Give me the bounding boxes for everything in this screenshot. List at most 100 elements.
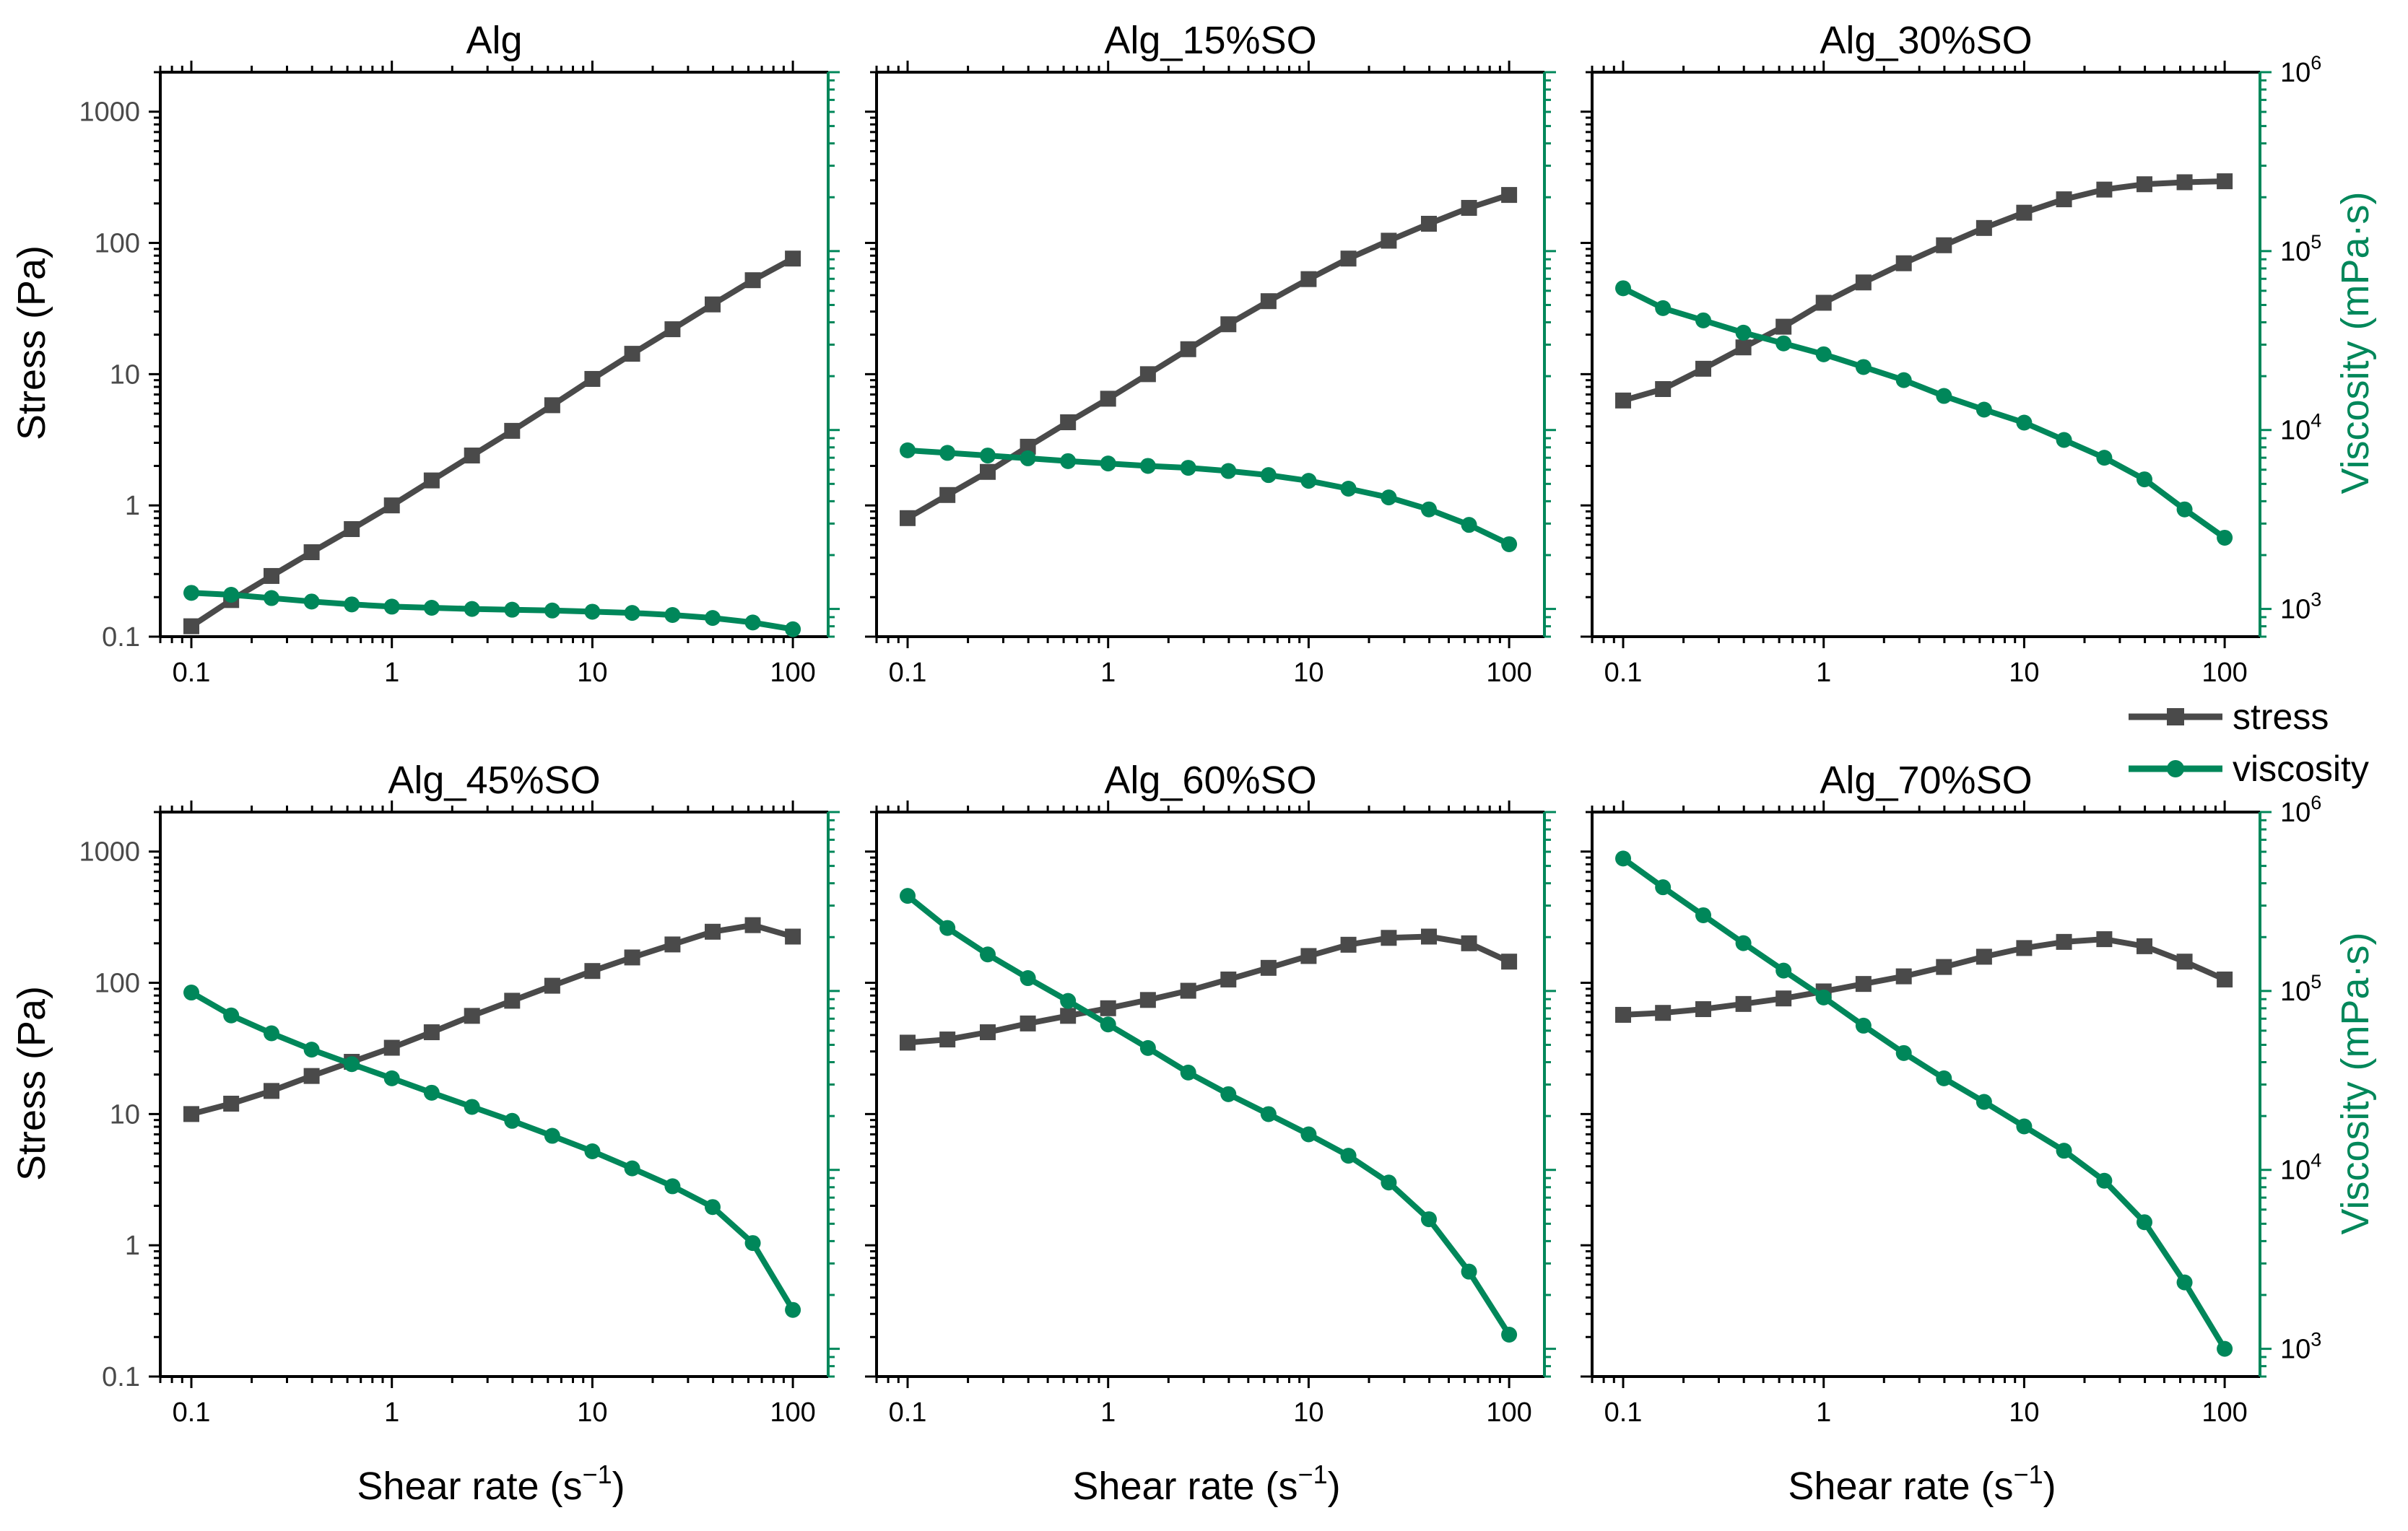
stress-point (183, 618, 200, 634)
viscosity-point (1936, 388, 1952, 404)
y2-tick-label: 103 (2280, 1329, 2321, 1365)
viscosity-point (223, 1007, 240, 1024)
stress-point (2096, 931, 2113, 948)
y2-tick-label: 103 (2280, 589, 2321, 625)
viscosity-point (1340, 1148, 1357, 1164)
legend-viscosity-label: viscosity (2233, 749, 2369, 789)
viscosity-point (980, 448, 996, 464)
viscosity-point (1501, 1326, 1518, 1343)
viscosity-point (2176, 1274, 2193, 1291)
panel-1: Alg 0.1 1 10 100 0.1 1 10 100 1000 (79, 19, 840, 688)
viscosity-point (624, 1160, 640, 1177)
viscosity-point (1300, 473, 1317, 489)
viscosity-point (183, 585, 200, 601)
viscosity-point (2016, 414, 2033, 431)
x-tick-label: 10 (2009, 1397, 2039, 1428)
y2-tick-label: 104 (2280, 410, 2321, 446)
viscosity-point (1020, 970, 1036, 987)
stress-point (664, 321, 681, 338)
panel-title: Alg (466, 19, 522, 62)
viscosity-point (1735, 935, 1752, 951)
stress-point (183, 1106, 200, 1122)
viscosity-point (1855, 359, 1872, 375)
viscosity-point (1815, 989, 1832, 1006)
stress-point (584, 370, 601, 387)
x-tick-label: 1 (384, 658, 399, 688)
x-axis-label-2: Shear rate (s−1) (1072, 1460, 1340, 1508)
stress-point (1775, 318, 1792, 335)
stress-point (2217, 971, 2233, 987)
viscosity-point (1501, 536, 1518, 552)
viscosity-point (1615, 280, 1632, 297)
viscosity-point (1975, 1094, 1992, 1110)
stress-point (504, 993, 521, 1009)
stress-point (939, 487, 956, 503)
x-tick-label: 1 (1100, 658, 1116, 688)
viscosity-point (2176, 501, 2193, 518)
stress-point (939, 1031, 956, 1048)
legend: stress viscosity (2129, 697, 2369, 789)
stress-point (1100, 1000, 1116, 1016)
viscosity-point (264, 1025, 280, 1042)
viscosity-point (1220, 1086, 1237, 1102)
x-tick-label: 100 (770, 658, 815, 688)
stress-point (1855, 976, 1872, 993)
viscosity-point (1100, 455, 1116, 472)
stress-point (900, 510, 916, 526)
viscosity-point (1100, 1016, 1116, 1033)
stress-point (1501, 954, 1518, 970)
stress-point (900, 1034, 916, 1051)
stress-point (2176, 954, 2193, 970)
stress-point (1020, 438, 1036, 455)
stress-point (1975, 948, 1992, 965)
stress-point (264, 567, 280, 584)
viscosity-point (1180, 1064, 1196, 1081)
viscosity-point (383, 598, 400, 615)
viscosity-point (1060, 453, 1077, 469)
viscosity-point (464, 601, 480, 617)
x-tick-label: 100 (1486, 658, 1531, 688)
stress-point (2217, 173, 2233, 190)
viscosity-point (2136, 1214, 2152, 1231)
stress-point (2016, 940, 2033, 956)
viscosity-point (2096, 1172, 2113, 1189)
viscosity-point (2217, 1340, 2233, 1357)
viscosity-point (1420, 1211, 1437, 1228)
stress-point (1735, 995, 1752, 1012)
x-tick-label: 0.1 (1604, 658, 1643, 688)
stress-point (544, 397, 560, 414)
stress-point (223, 1095, 240, 1112)
stress-point (423, 1024, 440, 1041)
stress-point (1815, 295, 1832, 311)
stress-point (264, 1083, 280, 1099)
stress-point (1695, 360, 1712, 377)
stress-point (1420, 928, 1437, 945)
stress-point (1060, 414, 1077, 431)
stress-line (190, 922, 794, 1117)
stress-point (1260, 959, 1277, 976)
stress-point (1775, 990, 1792, 1007)
y-tick-label: 10 (110, 359, 140, 390)
stress-point (383, 497, 400, 514)
stress-point (1220, 316, 1237, 333)
viscosity-line (1622, 285, 2227, 541)
viscosity-point (1060, 993, 1077, 1009)
legend-stress-label: stress (2233, 697, 2329, 737)
viscosity-point (1655, 300, 1672, 316)
x-tick-label: 10 (577, 658, 607, 688)
stress-point (2176, 174, 2193, 191)
x-tick-label: 10 (1293, 658, 1323, 688)
x-tick-label: 10 (1293, 1397, 1323, 1428)
stress-point (1461, 935, 1477, 951)
viscosity-point (504, 1112, 521, 1129)
stress-point (1975, 219, 1992, 236)
viscosity-point (664, 606, 681, 623)
stress-point (1936, 959, 1952, 975)
viscosity-point (303, 1042, 320, 1058)
viscosity-point (2056, 432, 2072, 448)
stress-point (544, 977, 560, 994)
panel-6: Alg_70%SO 0.1 1 10 100 103 104 105 106 (1581, 759, 2321, 1428)
legend-stress-marker (2167, 708, 2184, 725)
y-axis-label-right-bottom: Viscosity (mPa·s) (2334, 932, 2377, 1234)
viscosity-point (1775, 335, 1792, 352)
